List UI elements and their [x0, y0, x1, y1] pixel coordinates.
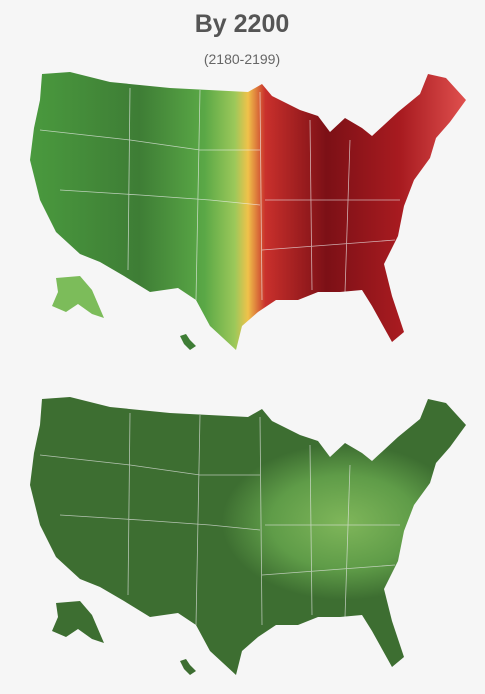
- map-bottom: [30, 397, 466, 675]
- title: By 2200: [195, 10, 290, 38]
- map-top: [30, 72, 466, 350]
- subtitle: (2180-2199): [204, 51, 280, 67]
